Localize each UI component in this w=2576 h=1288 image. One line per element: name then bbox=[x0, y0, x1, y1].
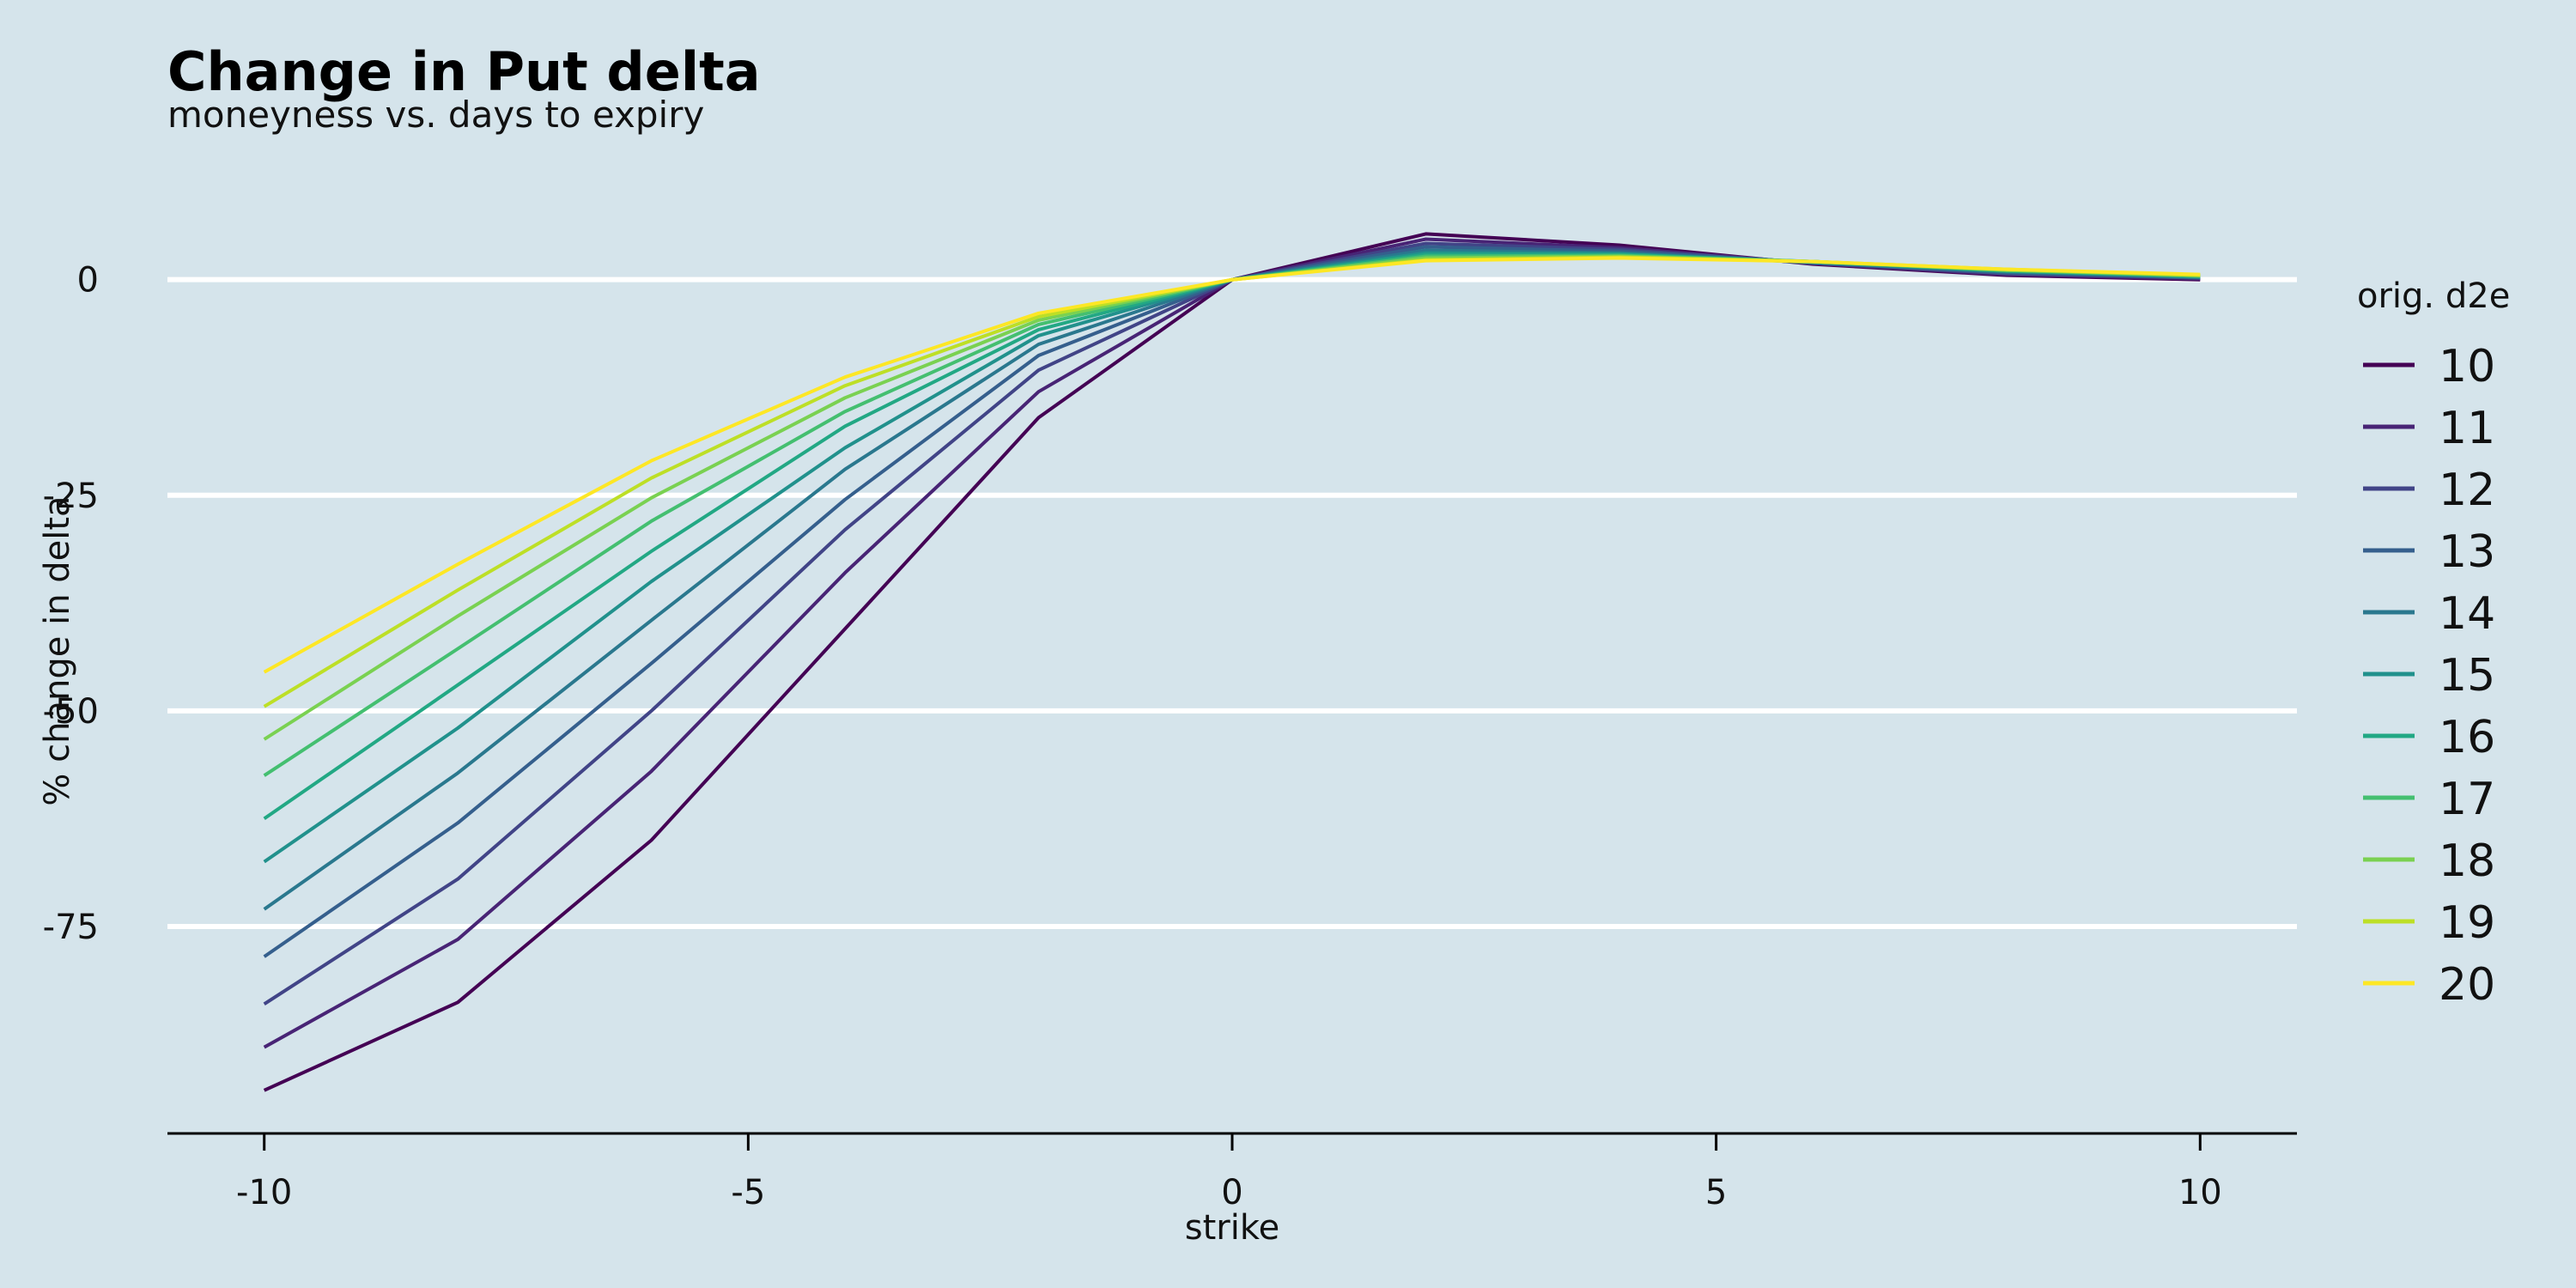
legend-label-15: 15 bbox=[2439, 650, 2495, 702]
legend-label-14: 14 bbox=[2439, 588, 2495, 640]
x-tick-label: 5 bbox=[1705, 1173, 1727, 1212]
legend-label-18: 18 bbox=[2439, 835, 2495, 887]
legend: 10 11 12 13 14 15 16 17 18 19 20 bbox=[2363, 341, 2495, 1011]
legend-title: orig. d2e bbox=[2357, 276, 2510, 316]
x-tick-label: 0 bbox=[1221, 1173, 1242, 1212]
legend-label-13: 13 bbox=[2439, 526, 2495, 578]
x-tick-label: 10 bbox=[2178, 1173, 2222, 1212]
x-axis-ticks: -10 -5 0 5 10 bbox=[236, 1133, 2222, 1212]
y-axis-ticks: 0 -25 -50 -75 bbox=[43, 261, 99, 947]
gridlines bbox=[167, 276, 2297, 929]
series-line-14 bbox=[263, 248, 2201, 911]
y-tick-label: 0 bbox=[77, 261, 99, 301]
legend-label-20: 20 bbox=[2439, 959, 2495, 1011]
series-lines bbox=[263, 232, 2201, 1092]
series-line-16 bbox=[263, 252, 2201, 821]
legend-label-16: 16 bbox=[2439, 712, 2495, 763]
x-tick-label: -5 bbox=[731, 1173, 765, 1212]
series-line-12 bbox=[263, 241, 2201, 1005]
y-tick-label: -75 bbox=[43, 908, 99, 947]
chart-title: Change in Put delta bbox=[167, 40, 761, 103]
legend-label-10: 10 bbox=[2439, 341, 2495, 392]
y-tick-label: -25 bbox=[43, 477, 99, 516]
legend-label-12: 12 bbox=[2439, 465, 2495, 516]
series-line-10 bbox=[263, 232, 2201, 1092]
legend-label-19: 19 bbox=[2439, 897, 2495, 949]
x-axis-title: strike bbox=[1185, 1208, 1279, 1248]
legend-label-11: 11 bbox=[2439, 403, 2495, 454]
legend-label-17: 17 bbox=[2439, 774, 2495, 825]
series-line-19 bbox=[263, 255, 2201, 708]
series-line-13 bbox=[263, 245, 2201, 958]
x-tick-label: -10 bbox=[236, 1173, 292, 1212]
chart-subtitle: moneyness vs. days to expiry bbox=[167, 94, 704, 136]
y-axis-title: % change in delta bbox=[38, 495, 77, 805]
series-line-20 bbox=[263, 256, 2201, 674]
y-tick-label: -50 bbox=[43, 692, 99, 732]
